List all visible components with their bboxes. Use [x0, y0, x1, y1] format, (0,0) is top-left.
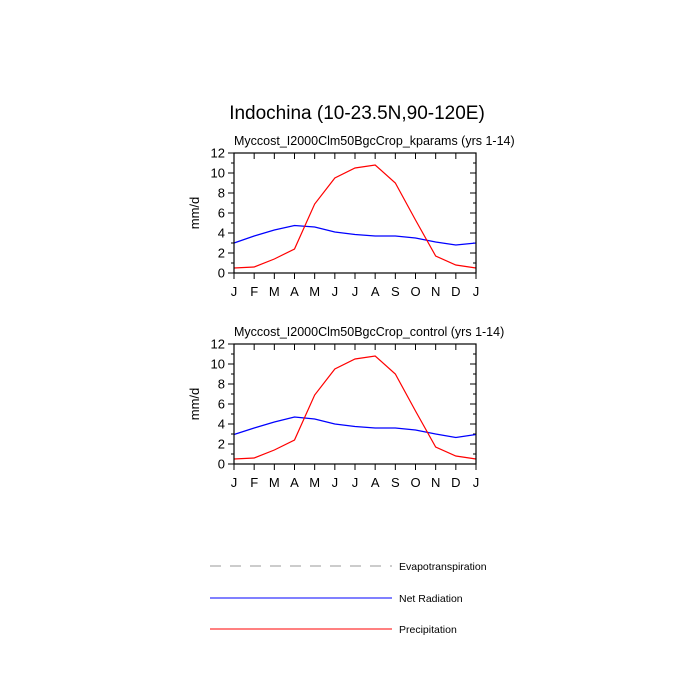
- x-tick-label: J: [332, 284, 339, 299]
- x-tick-label: O: [410, 475, 420, 490]
- y-tick-label: 2: [218, 246, 225, 261]
- x-tick-label: M: [309, 475, 320, 490]
- y-tick-label: 6: [218, 206, 225, 221]
- y-tick-label: 10: [211, 357, 225, 372]
- x-tick-label: J: [473, 284, 480, 299]
- panel-title: Myccost_I2000Clm50BgcCrop_control (yrs 1…: [234, 325, 504, 339]
- x-tick-label: F: [250, 284, 258, 299]
- x-tick-label: A: [371, 475, 380, 490]
- x-tick-label: J: [352, 475, 359, 490]
- x-tick-label: N: [431, 284, 440, 299]
- x-tick-label: J: [231, 284, 238, 299]
- chart-title: Indochina (10-23.5N,90-120E): [229, 103, 485, 124]
- series-line-precipitation: [233, 164, 477, 269]
- x-tick-label: J: [332, 475, 339, 490]
- x-tick-label: M: [269, 284, 280, 299]
- x-tick-label: O: [410, 284, 420, 299]
- legend-label: Precipitation: [399, 624, 457, 636]
- legend-label: Evapotranspiration: [399, 561, 487, 573]
- x-tick-label: A: [290, 475, 299, 490]
- y-tick-label: 4: [218, 226, 225, 241]
- x-tick-label: A: [371, 284, 380, 299]
- x-tick-label: J: [231, 475, 238, 490]
- x-tick-label: S: [391, 475, 400, 490]
- y-tick-label: 0: [218, 266, 225, 281]
- x-tick-label: D: [451, 284, 460, 299]
- y-tick-label: 12: [211, 337, 225, 352]
- x-tick-label: N: [431, 475, 440, 490]
- panel-title: Myccost_I2000Clm50BgcCrop_kparams (yrs 1…: [234, 134, 515, 148]
- y-tick-label: 12: [211, 146, 225, 161]
- x-tick-label: S: [391, 284, 400, 299]
- y-tick-label: 0: [218, 457, 225, 472]
- x-tick-label: D: [451, 475, 460, 490]
- y-axis-label: mm/d: [187, 197, 202, 230]
- y-tick-label: 8: [218, 186, 225, 201]
- y-axis-label: mm/d: [187, 388, 202, 421]
- y-tick-label: 4: [218, 417, 225, 432]
- x-tick-label: M: [309, 284, 320, 299]
- y-tick-label: 6: [218, 397, 225, 412]
- plot-frame: [233, 343, 477, 465]
- series-line-net-radiation: [233, 416, 477, 439]
- y-tick-label: 8: [218, 377, 225, 392]
- legend-label: Net Radiation: [399, 593, 463, 605]
- x-tick-label: J: [473, 475, 480, 490]
- series-line-net-radiation: [233, 224, 477, 246]
- x-tick-label: J: [352, 284, 359, 299]
- series-line-precipitation: [233, 355, 477, 460]
- plot-frame: [233, 152, 477, 274]
- y-tick-label: 2: [218, 437, 225, 452]
- y-tick-label: 10: [211, 166, 225, 181]
- x-tick-label: F: [250, 475, 258, 490]
- x-tick-label: M: [269, 475, 280, 490]
- x-tick-label: A: [290, 284, 299, 299]
